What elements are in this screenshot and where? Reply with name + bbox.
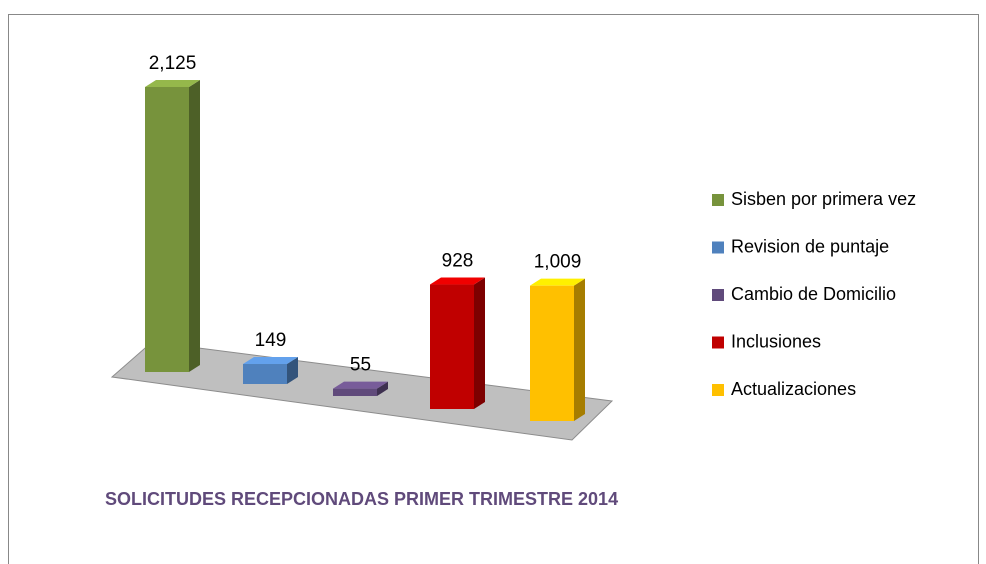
bar-top: [530, 278, 585, 286]
value-label: 55: [350, 355, 371, 376]
bar-front: [430, 284, 474, 409]
bar-side: [474, 277, 485, 409]
bar-top: [430, 277, 485, 285]
bar-side: [287, 357, 298, 384]
legend-text: Sisben por primera vez: [731, 189, 916, 209]
value-label: 1,009: [534, 252, 582, 273]
legend-text: Revision de puntaje: [731, 236, 889, 256]
legend-swatch: [712, 241, 724, 254]
legend-swatch: [712, 336, 724, 349]
bar-top: [333, 381, 388, 389]
bar: [145, 80, 200, 372]
bar-side: [189, 80, 200, 372]
bar-front: [530, 285, 574, 421]
bar-front: [333, 388, 377, 396]
bar: [530, 278, 585, 421]
legend-swatch: [712, 289, 724, 301]
bar: [430, 277, 485, 409]
bar-top: [243, 357, 298, 365]
value-label: 2,125: [149, 53, 197, 74]
bar-side: [574, 278, 585, 421]
bar: [243, 357, 298, 384]
legend-text: Inclusiones: [731, 331, 821, 351]
bar-front: [145, 87, 189, 372]
value-label: 149: [255, 330, 287, 351]
chart-title: SOLICITUDES RECEPCIONADAS PRIMER TRIMEST…: [105, 489, 618, 509]
value-label: 928: [442, 251, 474, 272]
legend-swatch: [712, 384, 724, 396]
bar-front: [243, 364, 287, 384]
bar: [333, 381, 388, 396]
legend-swatch: [712, 194, 724, 206]
legend-text: Cambio de Domicilio: [731, 284, 896, 304]
bar-top: [145, 80, 200, 87]
legend-text: Actualizaciones: [731, 379, 856, 399]
bar-side: [377, 381, 388, 396]
